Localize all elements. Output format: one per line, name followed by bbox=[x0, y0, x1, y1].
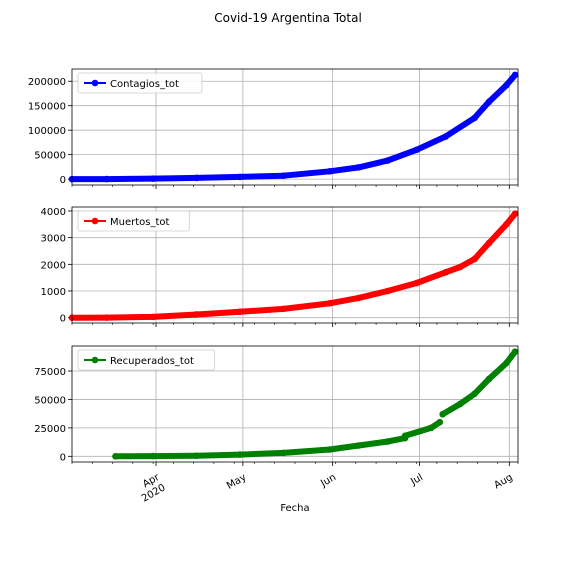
data-point bbox=[103, 175, 111, 183]
data-point bbox=[193, 174, 200, 182]
data-point bbox=[280, 305, 287, 313]
data-point bbox=[485, 98, 493, 106]
legend-label: Recuperados_tot bbox=[110, 356, 194, 367]
data-point bbox=[471, 114, 478, 122]
data-point bbox=[456, 263, 464, 271]
data-point bbox=[193, 311, 200, 318]
data-point bbox=[236, 451, 244, 458]
axes-frame bbox=[71, 345, 519, 463]
legend-marker bbox=[91, 217, 99, 225]
legend: Contagios_tot bbox=[77, 72, 203, 94]
data-point bbox=[280, 172, 287, 180]
data-point bbox=[326, 446, 334, 453]
data-point bbox=[436, 418, 444, 426]
data-point bbox=[355, 294, 363, 302]
data-point bbox=[103, 314, 111, 321]
x-tick-label-month: Jun bbox=[318, 472, 338, 490]
data-point bbox=[236, 308, 244, 316]
x-tick-label: May bbox=[225, 472, 248, 492]
data-point bbox=[326, 299, 334, 307]
subplots: 0 50000 100000 150000 200000 Contagios_tot 0 10… bbox=[28, 68, 519, 466]
x-tick-label-month: Aug bbox=[492, 472, 514, 491]
data-point bbox=[511, 71, 519, 79]
data-point bbox=[355, 442, 363, 449]
y-tick-label: 0 bbox=[60, 452, 66, 463]
x-tick-label-month: May bbox=[225, 472, 248, 492]
legend-box bbox=[77, 349, 215, 371]
legend: Muertos_tot bbox=[77, 210, 190, 232]
y-tick-label: 2000 bbox=[41, 260, 66, 271]
data-point bbox=[456, 400, 464, 408]
subplot-1: 0 50000 100000 150000 200000 Contagios_tot bbox=[28, 68, 519, 189]
data-line bbox=[402, 419, 443, 439]
data-point bbox=[442, 269, 449, 276]
x-tick-label: Jun bbox=[318, 472, 338, 490]
data-point bbox=[149, 452, 157, 460]
data-point bbox=[149, 313, 157, 321]
data-point bbox=[427, 424, 435, 432]
data-point bbox=[485, 375, 493, 383]
legend-label: Contagios_tot bbox=[110, 79, 179, 90]
subplot-3: 0 25000 50000 75000 Recuperados_tot bbox=[34, 345, 519, 466]
x-tick-label-month: Jul bbox=[408, 472, 425, 488]
y-tick-label: 0 bbox=[60, 175, 66, 186]
data-point bbox=[511, 348, 519, 355]
data-point bbox=[471, 390, 478, 398]
data-point bbox=[401, 432, 409, 440]
data-point bbox=[384, 438, 391, 445]
data-point bbox=[471, 255, 478, 263]
y-tick-label: 1000 bbox=[41, 287, 66, 298]
data-point bbox=[384, 157, 391, 164]
legend: Recuperados_tot bbox=[77, 349, 215, 371]
data-point bbox=[193, 452, 200, 460]
data-point bbox=[485, 239, 493, 247]
x-axis-label: Fecha bbox=[280, 503, 309, 514]
legend-marker bbox=[91, 79, 99, 87]
subplot-2: 0 1000 2000 3000 4000 Muertos_tot bbox=[41, 206, 519, 327]
y-tick-label: 50000 bbox=[34, 151, 66, 162]
y-tick-label: 50000 bbox=[34, 395, 66, 406]
legend-label: Muertos_tot bbox=[110, 217, 170, 228]
data-point bbox=[503, 221, 510, 228]
x-tick-label: Jul bbox=[408, 472, 425, 488]
data-point bbox=[384, 287, 391, 295]
y-tick-label: 75000 bbox=[34, 367, 66, 378]
data-line bbox=[112, 435, 409, 460]
data-point bbox=[112, 453, 119, 460]
data-point bbox=[511, 210, 519, 217]
x-tick-label: Aug bbox=[492, 472, 514, 491]
data-point bbox=[326, 167, 334, 175]
figure-title: Covid-19 Argentina Total bbox=[214, 11, 362, 25]
data-point bbox=[503, 81, 510, 89]
y-tick-label: 200000 bbox=[28, 77, 66, 88]
data-point bbox=[413, 279, 420, 287]
legend-box bbox=[77, 72, 203, 94]
data-line bbox=[69, 210, 519, 321]
data-point bbox=[503, 359, 510, 367]
axes-frame bbox=[71, 68, 519, 186]
legend-box bbox=[77, 210, 190, 232]
data-point bbox=[149, 175, 157, 182]
data-point bbox=[236, 173, 244, 181]
y-tick-label: 150000 bbox=[28, 102, 66, 113]
y-tick-label: 100000 bbox=[28, 126, 66, 137]
y-tick-label: 0 bbox=[60, 314, 66, 325]
y-tick-label: 25000 bbox=[34, 424, 66, 435]
y-tick-label: 3000 bbox=[41, 234, 66, 245]
legend-marker bbox=[91, 356, 99, 364]
data-point bbox=[413, 146, 420, 154]
data-point bbox=[439, 410, 447, 418]
data-point bbox=[442, 133, 449, 140]
data-point bbox=[355, 164, 363, 171]
y-tick-label: 4000 bbox=[41, 207, 66, 218]
axes-frame bbox=[71, 206, 519, 324]
data-point bbox=[280, 449, 287, 457]
